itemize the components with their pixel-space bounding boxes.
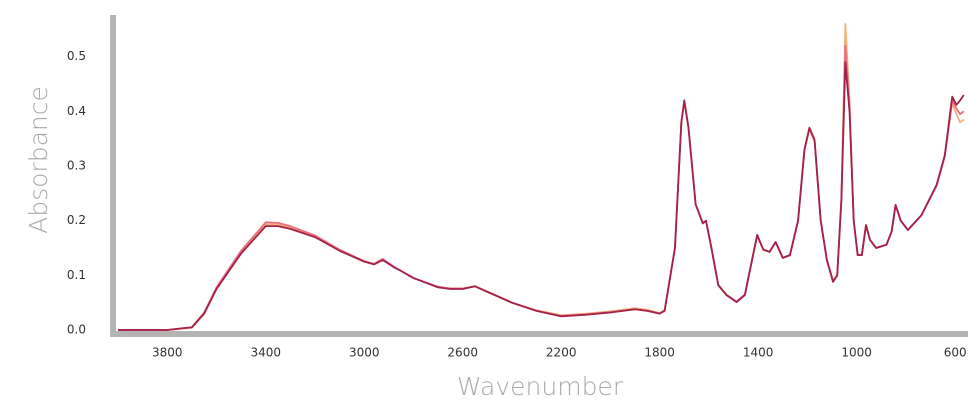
x-tick-label: 2600 xyxy=(447,346,478,360)
x-tick-label: 3800 xyxy=(152,346,183,360)
plot-area xyxy=(118,23,965,331)
x-tick-label: 2200 xyxy=(546,346,577,360)
x-tick-label: 3000 xyxy=(349,346,380,360)
x-tick-label: 1400 xyxy=(743,346,774,360)
x-tick-label: 600 xyxy=(944,346,967,360)
y-tick-label: 0.5 xyxy=(67,49,86,63)
x-tick-label: 3400 xyxy=(250,346,281,360)
spectrum-line xyxy=(118,61,965,331)
y-tick-label: 0.1 xyxy=(67,268,86,282)
y-tick-label: 0.4 xyxy=(67,104,86,118)
y-tick-label: 0.3 xyxy=(67,159,86,173)
y-tick-label: 0.0 xyxy=(67,323,86,337)
x-axis-title: Wavenumber xyxy=(457,372,624,401)
x-tick-label: 1800 xyxy=(644,346,675,360)
spectrum-line xyxy=(118,23,965,331)
spectrum-line xyxy=(118,44,965,331)
y-tick-label: 0.2 xyxy=(67,213,86,227)
y-axis-title: Absorbance xyxy=(24,86,53,234)
x-tick-label: 1000 xyxy=(841,346,872,360)
